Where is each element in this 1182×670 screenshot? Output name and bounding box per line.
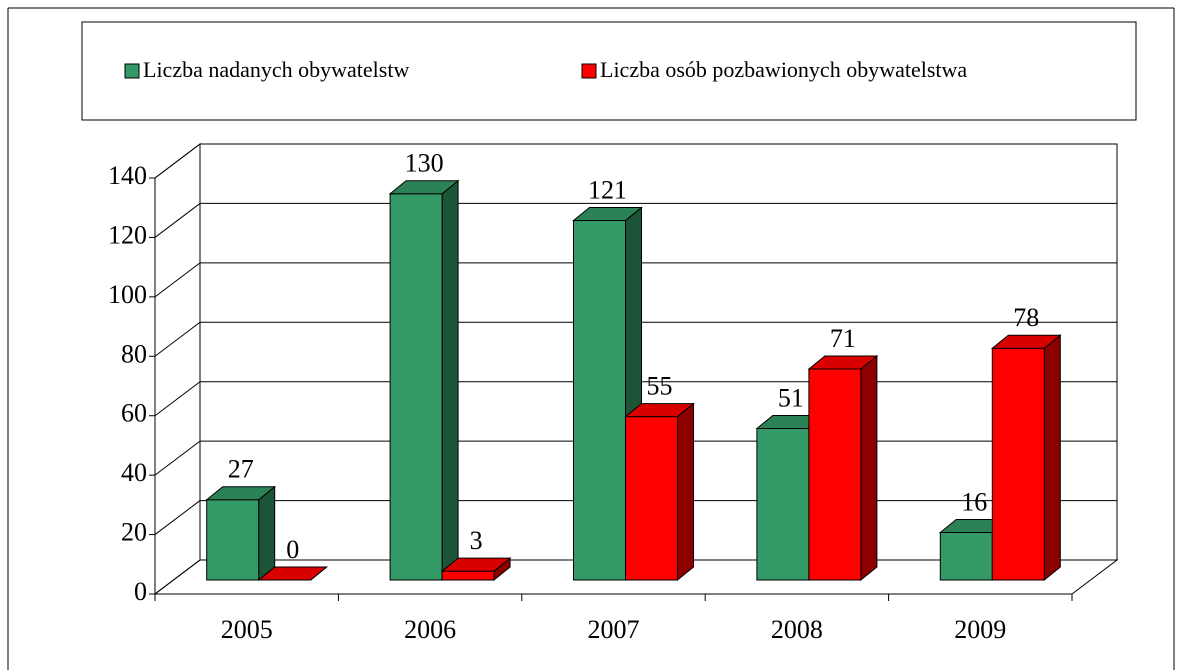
bar xyxy=(807,354,879,582)
grid-line xyxy=(154,500,201,535)
data-label: 0 xyxy=(286,535,299,564)
y-tick-label: 20 xyxy=(121,518,147,547)
bar-front xyxy=(206,499,260,581)
legend-box xyxy=(81,21,1137,121)
data-label: 121 xyxy=(588,175,627,204)
data-label: 27 xyxy=(228,455,254,484)
y-tick-label: 100 xyxy=(108,280,147,309)
grid-line xyxy=(154,262,201,298)
bar-top xyxy=(572,206,643,221)
bar-side xyxy=(1043,334,1061,582)
bar xyxy=(257,566,329,581)
bar-front xyxy=(573,219,626,581)
data-label: 51 xyxy=(778,383,804,412)
data-label: 55 xyxy=(647,372,673,401)
bar-top xyxy=(205,486,277,501)
legend-label: Liczba osób pozbawionych obywatelstwa xyxy=(600,57,967,82)
legend-label: Liczba nadanych obywatelstw xyxy=(143,57,409,82)
data-label: 78 xyxy=(1013,303,1039,332)
y-tick-label: 40 xyxy=(121,458,147,487)
bar-front xyxy=(939,531,993,581)
bar-side xyxy=(258,485,276,582)
bar-front xyxy=(991,347,1045,581)
bar-front xyxy=(808,368,862,581)
bar xyxy=(205,485,277,582)
y-tick-label: 140 xyxy=(108,161,147,190)
legend-swatch xyxy=(581,63,597,79)
data-label: 16 xyxy=(961,487,987,516)
bar xyxy=(440,557,512,582)
bar-front xyxy=(389,193,443,581)
y-tick-label: 80 xyxy=(121,339,147,368)
x-tick-label: 2009 xyxy=(954,615,1006,644)
grid-line xyxy=(154,143,201,179)
bar xyxy=(624,402,695,582)
grid-line xyxy=(154,321,201,357)
bar-top xyxy=(388,180,460,195)
grid-line xyxy=(154,440,201,476)
x-tick-label: 2005 xyxy=(221,615,273,644)
grid-line xyxy=(154,381,201,417)
y-tick-label: 60 xyxy=(121,399,147,428)
bar-top xyxy=(440,557,512,572)
bar-top xyxy=(807,355,879,370)
bar-top xyxy=(257,566,329,581)
side-wall xyxy=(154,142,201,596)
bar xyxy=(990,334,1062,582)
bar-side xyxy=(860,354,878,582)
x-tick-label: 2006 xyxy=(404,615,456,644)
bar-top xyxy=(624,403,695,418)
bar xyxy=(388,179,460,582)
bar-top xyxy=(990,334,1062,349)
y-tick-label: 120 xyxy=(108,220,147,249)
x-tick-label: 2007 xyxy=(588,615,640,644)
bar-side xyxy=(441,179,459,582)
data-label: 71 xyxy=(830,324,856,353)
grid-line xyxy=(154,559,201,595)
grid-line xyxy=(154,203,201,238)
legend-swatch xyxy=(124,63,140,79)
y-tick-label: 0 xyxy=(134,577,147,606)
bar-front xyxy=(625,416,678,581)
bar-side xyxy=(677,402,694,582)
data-label: 130 xyxy=(405,149,444,178)
x-tick-label: 2008 xyxy=(771,615,823,644)
data-label: 3 xyxy=(470,526,483,555)
bar-front xyxy=(756,427,810,581)
bar-front xyxy=(441,570,495,581)
